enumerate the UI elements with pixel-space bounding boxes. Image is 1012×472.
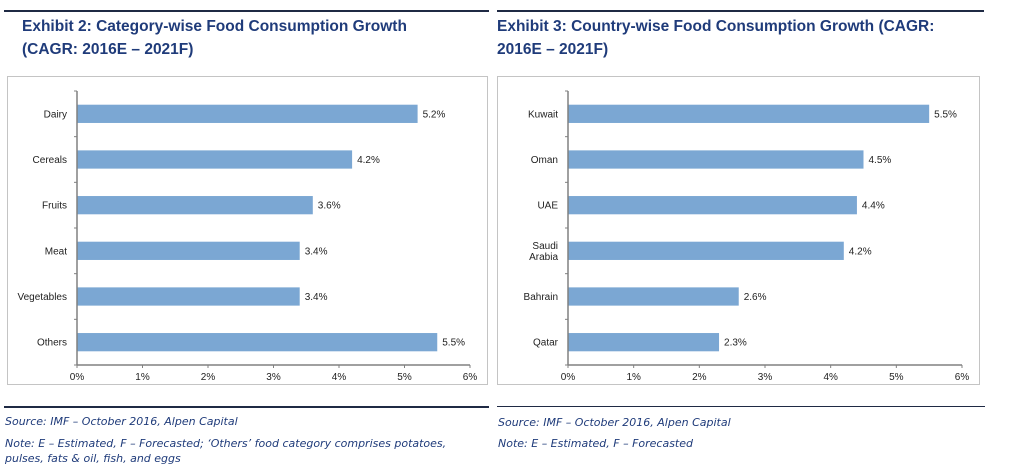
note-text: Note: E – Estimated, F – Forecasted (498, 437, 693, 450)
data-label: 5.5% (442, 338, 465, 349)
x-tick-label: 1% (135, 372, 150, 383)
bar-qatar (568, 333, 720, 352)
bar-meat (77, 241, 300, 260)
x-tick-label: 4% (332, 372, 347, 383)
bar-uae (568, 196, 857, 215)
bar-dairy (77, 104, 418, 123)
category-label: Saudi (532, 241, 558, 252)
category-label: Oman (531, 155, 558, 166)
note-text: Note: E – Estimated, F – Forecasted; ‘Ot… (5, 437, 447, 465)
x-tick-label: 2% (201, 372, 216, 383)
category-label: Fruits (42, 201, 67, 212)
x-tick-label: 2% (692, 372, 707, 383)
exhibit-title: Exhibit 3: Country-wise Food Consumption… (497, 15, 987, 61)
data-label: 2.6% (744, 292, 767, 303)
x-tick-label: 0% (561, 372, 576, 383)
category-label: Others (37, 338, 67, 349)
title-line-1: Exhibit 2: Category-wise Food Consumptio… (22, 18, 407, 35)
data-label: 2.3% (724, 338, 747, 349)
x-tick-label: 5% (889, 372, 904, 383)
data-label: 5.2% (423, 109, 446, 120)
title-line-2: (CAGR: 2016E – 2021F) (22, 41, 194, 58)
top-rule (4, 10, 489, 12)
chart-frame: 5.5% Kuwait 4.5% Oman 4.4% UAE 4.2% Saudi Arabia… (497, 76, 980, 385)
source-text: Source: IMF – October 2016, Alpen Capita… (498, 416, 731, 429)
bar-others (77, 333, 438, 352)
title-line-1: Exhibit 3: Country-wise Food Consumption… (497, 18, 935, 35)
data-label: 3.6% (318, 201, 341, 212)
category-label: Vegetables (18, 292, 68, 303)
exhibit-title: Exhibit 2: Category-wise Food Consumptio… (22, 15, 482, 61)
category-label: Arabia (529, 252, 558, 263)
bar-saudi-arabia (568, 241, 844, 260)
x-tick-label: 6% (955, 372, 970, 383)
bar-bahrain (568, 287, 739, 306)
country-growth-chart: 5.5% Kuwait 4.5% Oman 4.4% UAE 4.2% SaudiArabia… (524, 90, 970, 383)
title-line-2: 2016E – 2021F) (497, 41, 609, 58)
data-label: 5.5% (934, 109, 957, 120)
data-label: 4.2% (849, 246, 872, 257)
category-growth-chart: 5.2% Dairy 4.2% Cereals 3.6% Fruits 3.4% Meat 3.… (18, 90, 478, 383)
x-tick-label: 3% (758, 372, 773, 383)
bar-oman (568, 150, 864, 169)
x-tick-label: 4% (823, 372, 838, 383)
chart-frame: 5.2% Dairy 4.2% Cereals 3.6% Fruits 3.4% Meat 3.… (7, 76, 488, 385)
bottom-rule (497, 406, 985, 407)
category-label: Bahrain (524, 292, 558, 303)
category-label: Dairy (44, 109, 67, 120)
x-tick-label: 6% (463, 372, 478, 383)
top-rule (497, 10, 984, 12)
bar-kuwait (568, 104, 930, 123)
data-label: 3.4% (305, 292, 328, 303)
category-label: Meat (45, 246, 67, 257)
data-label: 4.2% (357, 155, 380, 166)
x-tick-label: 1% (626, 372, 641, 383)
data-label: 4.4% (862, 201, 885, 212)
bottom-rule (4, 406, 489, 408)
category-label: Kuwait (528, 109, 558, 120)
data-label: 4.5% (869, 155, 892, 166)
data-label: 3.4% (305, 246, 328, 257)
bar-vegetables (77, 287, 300, 306)
source-text: Source: IMF – October 2016, Alpen Capita… (5, 415, 238, 428)
category-label: Cereals (33, 155, 67, 166)
bar-fruits (77, 196, 313, 215)
x-tick-label: 5% (397, 372, 412, 383)
bar-cereals (77, 150, 353, 169)
category-label: Qatar (533, 338, 559, 349)
x-tick-label: 0% (70, 372, 85, 383)
category-label: UAE (537, 201, 558, 212)
x-tick-label: 3% (266, 372, 281, 383)
